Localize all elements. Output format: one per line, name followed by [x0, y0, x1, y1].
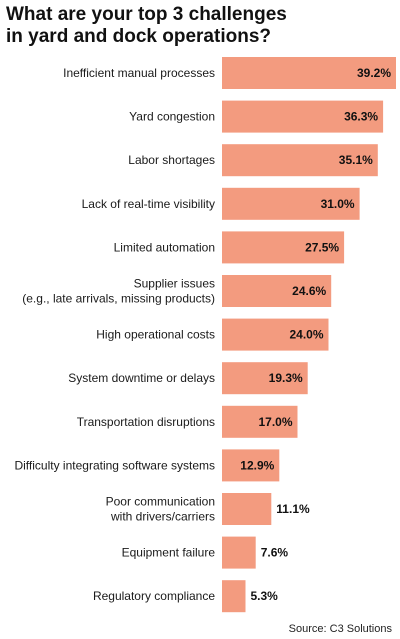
bar-3: [222, 187, 360, 220]
category-label-4: Limited automation: [114, 240, 215, 254]
category-label-1: Yard congestion: [129, 110, 215, 124]
chart-title-line-2: in yard and dock operations?: [6, 26, 271, 47]
data-label-7: 19.3%: [269, 371, 303, 385]
bar-4: [222, 231, 345, 264]
bar-12: [222, 580, 246, 613]
bar-11: [222, 536, 256, 569]
data-label-10: 11.1%: [276, 502, 310, 516]
data-label-1: 36.3%: [344, 110, 378, 124]
source-note: Source: C3 Solutions: [288, 623, 392, 635]
category-label-5-line-0: Supplier issues: [134, 277, 215, 291]
category-label-9: Difficulty integrating software systems: [14, 458, 215, 472]
data-label-2: 35.1%: [339, 153, 373, 167]
category-label-11: Equipment failure: [122, 546, 216, 560]
bar-7: [222, 362, 308, 395]
data-label-3: 31.0%: [321, 197, 355, 211]
data-label-11: 7.6%: [261, 546, 289, 560]
data-label-4: 27.5%: [305, 240, 339, 254]
category-label-5-line-1: (e.g., late arrivals, missing products): [22, 292, 215, 306]
bar-0: [222, 57, 396, 89]
data-label-12: 5.3%: [251, 589, 279, 603]
bar-6: [222, 318, 329, 351]
category-label-12: Regulatory compliance: [93, 589, 215, 603]
data-label-8: 17.0%: [258, 415, 292, 429]
bar-9: [222, 449, 280, 482]
chart-title: What are your top 3 challenges in yard a…: [6, 4, 396, 48]
chart-title-line-1: What are your top 3 challenges: [6, 4, 287, 25]
category-label-10-line-1: with drivers/carriers: [110, 510, 215, 524]
category-label-8: Transportation disruptions: [77, 415, 215, 429]
data-label-5: 24.6%: [292, 284, 326, 298]
category-label-0: Inefficient manual processes: [63, 66, 215, 80]
category-label-2: Labor shortages: [128, 153, 215, 167]
bar-5: [222, 275, 332, 307]
bar-8: [222, 405, 298, 438]
data-label-9: 12.9%: [240, 458, 274, 472]
category-label-6: High operational costs: [96, 328, 215, 342]
bar-1: [222, 100, 384, 133]
category-label-10-line-0: Poor communication: [106, 495, 215, 509]
category-label-3: Lack of real-time visibility: [82, 197, 215, 211]
data-label-0: 39.2%: [357, 66, 391, 80]
bar-10: [222, 493, 272, 525]
bar-2: [222, 144, 378, 177]
data-label-6: 24.0%: [289, 328, 323, 342]
category-label-7: System downtime or delays: [68, 371, 215, 385]
